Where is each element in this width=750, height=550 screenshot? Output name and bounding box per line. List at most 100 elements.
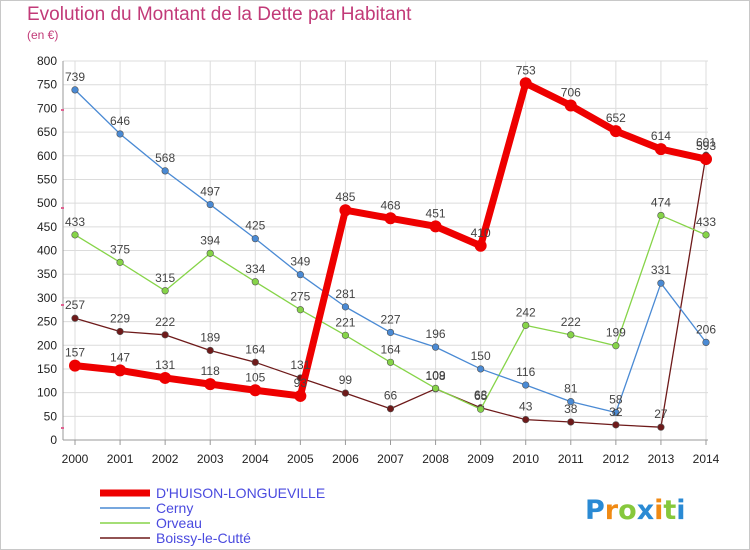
data-label: 221	[335, 315, 355, 329]
data-label: 433	[65, 215, 85, 229]
data-point	[474, 239, 487, 252]
data-point	[431, 384, 440, 392]
y-tick-label: 50	[44, 409, 58, 423]
data-point	[159, 371, 172, 384]
data-point	[249, 384, 262, 397]
data-label: 222	[561, 315, 581, 329]
data-point	[654, 143, 667, 156]
data-point	[612, 342, 620, 350]
data-label: 58	[609, 393, 623, 407]
data-label: 497	[200, 185, 220, 199]
data-point	[296, 271, 304, 279]
x-tick-label: 2012	[603, 452, 630, 466]
data-label: 116	[516, 365, 535, 379]
data-point	[251, 235, 259, 243]
data-point	[161, 331, 169, 339]
data-label: 394	[200, 233, 220, 247]
data-label: 27	[654, 407, 668, 421]
data-point	[657, 211, 665, 220]
data-point	[341, 303, 350, 311]
data-point	[609, 125, 622, 138]
data-point	[700, 153, 712, 166]
data-point	[71, 314, 79, 322]
data-point	[612, 408, 620, 417]
x-tick-label: 2007	[377, 452, 404, 466]
chart-title: Evolution du Montant de la Dette par Hab…	[27, 4, 412, 25]
brand-letter: i	[676, 495, 685, 526]
data-label: 410	[471, 226, 491, 240]
data-label: 646	[110, 114, 130, 128]
x-tick-label: 2009	[467, 452, 494, 466]
data-label: 375	[110, 242, 130, 256]
data-label: 468	[380, 198, 400, 212]
data-label: 257	[65, 298, 85, 312]
data-label: 189	[200, 330, 220, 344]
data-label: 474	[651, 195, 671, 209]
data-point	[206, 200, 214, 209]
x-tick-label: 2000	[62, 452, 89, 466]
y-tick-label: 500	[37, 196, 57, 210]
brand-letter: P	[585, 495, 605, 526]
x-tick-label: 2002	[152, 452, 179, 466]
y-tick-label: 400	[37, 244, 57, 258]
y-tick-label: 700	[37, 101, 57, 115]
data-label: 196	[426, 327, 446, 341]
data-label: 43	[519, 400, 533, 414]
data-label: 206	[696, 322, 716, 336]
x-tick-label: 2005	[287, 452, 314, 466]
data-label: 593	[696, 139, 716, 153]
brand-letter: r	[605, 495, 619, 526]
x-tick-label: 2011	[558, 452, 584, 466]
data-point	[702, 338, 710, 347]
data-label: 131	[155, 358, 175, 372]
x-tick-label: 2010	[512, 452, 539, 466]
x-tick-label: 2013	[648, 452, 675, 466]
data-point	[294, 389, 307, 402]
data-label: 32	[609, 405, 623, 419]
data-label: 275	[290, 290, 310, 304]
data-label: 568	[155, 151, 175, 165]
data-label: 109	[426, 368, 446, 382]
legend-label: Cerny	[156, 500, 193, 516]
y-tick-label: 650	[37, 125, 57, 139]
data-label: 281	[335, 287, 355, 301]
data-point	[522, 416, 530, 424]
y-tick-label: 550	[37, 172, 57, 186]
data-label: 38	[564, 402, 578, 416]
y-tick-label: 450	[37, 220, 57, 234]
data-label: 451	[426, 206, 446, 220]
x-tick-label: 2008	[422, 452, 449, 466]
y-tick-label: 300	[37, 291, 57, 305]
data-point	[204, 378, 217, 391]
data-label: 222	[155, 315, 175, 329]
data-label: 66	[384, 389, 398, 403]
x-tick-label: 2004	[242, 452, 269, 466]
y-tick-label: 150	[37, 362, 57, 376]
data-point	[702, 231, 710, 239]
data-point	[567, 418, 575, 426]
axis-marker	[61, 207, 64, 209]
data-point	[71, 86, 79, 94]
data-label: 93	[294, 376, 308, 390]
data-label: 753	[516, 63, 536, 77]
data-point	[657, 279, 665, 287]
data-point	[116, 130, 124, 138]
x-tick-label: 2001	[107, 452, 134, 466]
data-label: 147	[110, 350, 130, 364]
data-point	[161, 287, 169, 295]
data-label: 334	[245, 262, 265, 276]
data-label: 739	[65, 70, 85, 84]
brand-letter: t	[663, 495, 676, 526]
data-point	[71, 231, 79, 239]
data-label: 99	[339, 373, 353, 387]
data-label: 315	[155, 271, 175, 285]
data-point	[206, 346, 214, 355]
data-point	[296, 306, 304, 314]
legend-label: D'HUISON-LONGUEVILLE	[156, 485, 325, 501]
data-point	[161, 167, 169, 175]
data-point	[386, 358, 395, 366]
data-point	[522, 381, 530, 389]
series-0	[69, 77, 712, 402]
data-point	[657, 423, 665, 431]
